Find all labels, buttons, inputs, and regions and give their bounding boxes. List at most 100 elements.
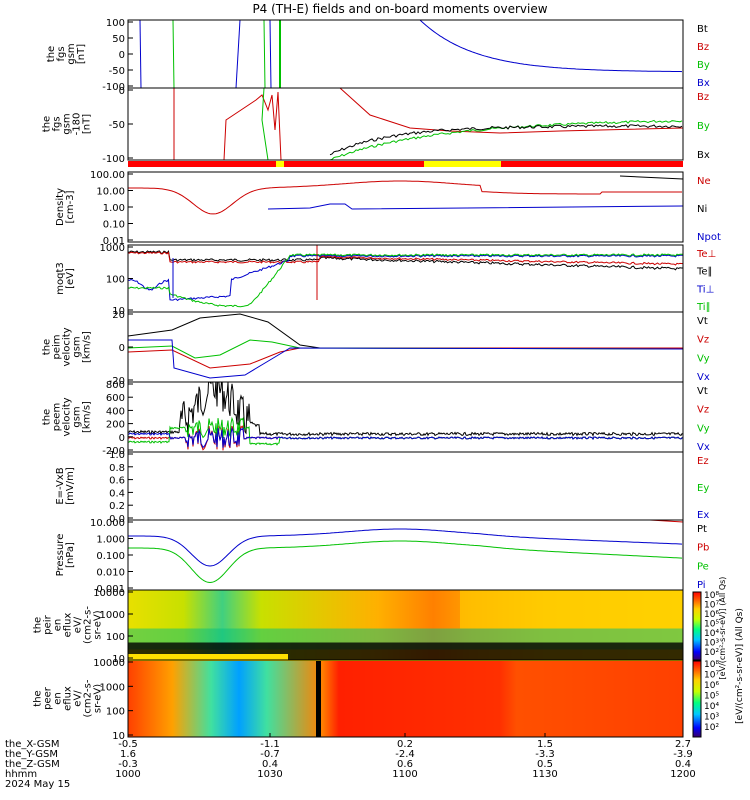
panel-temperature-ytick-label: 10 xyxy=(112,306,125,317)
panel-efield-ylabel-line: E=-VxB xyxy=(55,467,66,504)
ephem-value: 0.5 xyxy=(537,759,553,770)
panel-fgs-ylabel-line: gsm xyxy=(66,43,77,64)
panel-temperature: 1000 100 10 moqt3 [eV] Te⊥ Te∥ Ti⊥ Ti∥ xyxy=(55,243,716,317)
panel-density-ytick-label: 10.00 xyxy=(96,187,125,198)
panel-peem-vel-ytick-label: 400 xyxy=(106,406,125,417)
panel-temperature-legend-3: Ti∥ xyxy=(696,302,711,313)
tepar-trace xyxy=(128,250,683,271)
panel-efield-legend-0: Ez xyxy=(697,456,709,467)
ephem-value: -2.4 xyxy=(395,749,415,760)
panel-temperature-ylabel-line: moqt3 xyxy=(55,262,66,295)
panel-peer-spec-plotarea xyxy=(128,660,683,737)
panel-fgs-zoom-ytick-label: 0 xyxy=(119,86,125,97)
panel-density-ytick-label: 0.01 xyxy=(103,236,125,247)
ephem-value: 1100 xyxy=(392,769,417,780)
panel-peir-spec-ytick-label: 10000 xyxy=(93,588,125,599)
panel-temperature-legend-0: Te⊥ xyxy=(696,249,716,260)
colorbar-electron-tick: 10⁷ xyxy=(704,671,719,681)
panel-density-ytick-label: 100.00 xyxy=(90,170,125,181)
tipar-trace xyxy=(128,253,683,308)
ephem-value: 1000 xyxy=(115,769,140,780)
panel-fgs-legend-1: Bz xyxy=(697,42,709,53)
panel-density-ytick-label: 0.10 xyxy=(103,220,125,231)
ephem-value: -0.3 xyxy=(118,759,138,770)
ephem-value: -0.5 xyxy=(118,739,138,750)
panel-peim-vel-legend-1: Vz xyxy=(697,335,709,346)
colorbar-electron-tick: 10² xyxy=(704,723,719,733)
panel-pressure-legend-1: Pb xyxy=(697,543,709,554)
panel-efield-ytick-label: 0.4 xyxy=(109,488,125,499)
panel-peir-spec: 10000 1000 100 10 the peir en eflux eV/(cm2-s-sr… xyxy=(33,588,684,665)
colorbar-electron-tick: 10⁵ xyxy=(704,692,719,702)
panel-peir-spec-ylabel-line: eV/ xyxy=(73,616,84,633)
panel-pressure-ytick-label: 1.000 xyxy=(96,535,125,546)
panel-peem-vel-ytick-label: 800 xyxy=(106,380,125,391)
ephem-value: 1030 xyxy=(257,769,282,780)
bx-trace xyxy=(419,20,683,73)
quality-bar-yellow-2 xyxy=(424,161,501,167)
panel-efield-legend-1: Ey xyxy=(697,483,709,494)
by-spike-2 xyxy=(263,20,266,88)
panel-temperature-ytick-label: 100 xyxy=(106,275,125,286)
colorbar-label-top: [eV/(cm²-s-sr-eV)] (All Qs) xyxy=(718,577,727,680)
panel-density-ylabel-line: Density xyxy=(55,188,66,226)
panel-peer-spec-ytick-label: 10 xyxy=(112,731,125,742)
vx-trace xyxy=(128,339,683,379)
panel-efield-ytick-label: 0.6 xyxy=(109,476,125,487)
panel-temperature-plotarea xyxy=(128,245,683,308)
panel-peer-spec-ylabel-line: eflux xyxy=(63,686,74,711)
panel-fgs-ytick-label: 0 xyxy=(119,50,125,61)
panel-pressure-ytick-label: 10.000 xyxy=(90,518,125,529)
colorbar-ion-tick: 10⁷ xyxy=(704,601,719,611)
ephem-value: -1.1 xyxy=(260,739,280,750)
panel-fgs-legend-3: Bx xyxy=(697,78,710,89)
panel-pressure-plotarea xyxy=(128,520,683,584)
panel-peer-spec-ylabel-line: sr-eV) xyxy=(93,684,104,713)
panel-fgs-ylabel-line: the xyxy=(46,46,57,62)
panel-peim-vel-ylabel-line: gsm xyxy=(72,336,83,357)
colorbar-label: [eV/(cm²-s-sr-eV)] (All Qs) xyxy=(735,608,745,724)
colorbar-ion-tick: 10⁶ xyxy=(704,610,719,620)
colorbar-ion-tick: 10⁵ xyxy=(704,620,719,630)
ephem-value: -0.7 xyxy=(260,749,280,760)
panel-peim-vel: 20 0 -20 the peim velocity gsm [km/s] Vt Vz Vy Vx xyxy=(42,310,710,387)
colorbar-ion-tick: 10⁸ xyxy=(704,591,719,601)
electron-spec-gap xyxy=(316,660,321,737)
ephem-value: 0.4 xyxy=(675,759,691,770)
panel-fgs-zoom-legend-2: Bx xyxy=(697,150,710,161)
colorbar-ion-tick: 10² xyxy=(704,648,719,658)
panel-peim-vel-legend-0: Vt xyxy=(697,316,708,327)
ion-spec-topbar xyxy=(128,654,288,660)
panel-peer-spec-ylabel-line: eV/ xyxy=(73,690,84,707)
ephem-value: -3.3 xyxy=(535,749,555,760)
panel-temperature-ytick-label: 1000 xyxy=(100,243,125,254)
vy-trace xyxy=(128,339,683,359)
panel-peir-spec-ytick-label: 100 xyxy=(106,632,125,643)
panel-peir-spec-plotarea xyxy=(128,590,683,660)
panel-pressure-ytick-label: 0.100 xyxy=(96,551,125,562)
panel-temperature-legend-1: Te∥ xyxy=(696,267,713,278)
panel-peir-spec-ylabel-line: sr-eV) xyxy=(93,610,104,639)
npot-trace xyxy=(267,203,683,210)
colorbar-electron-tick: 10³ xyxy=(704,713,719,723)
by-spike xyxy=(172,20,175,88)
panel-peim-vel-legend-3: Vx xyxy=(697,372,710,383)
panel-density-legend-2: Npot xyxy=(697,232,721,243)
panel-peir-spec-ylabel-line: eflux xyxy=(63,613,74,638)
panel-fgs-zoom-ylabel-line: the xyxy=(42,116,53,132)
panel-peem-vel-frame xyxy=(127,381,684,453)
panel-fgs: 100 50 0 -50 -100 the fgs gsm [nT] Bt Bz By Bx xyxy=(46,18,710,93)
panel-peer-spec-ylabel-line: peer xyxy=(43,686,54,710)
panel-peer-spec-ytick-label: 100 xyxy=(106,707,125,718)
vt-trace xyxy=(128,382,683,437)
ni-trace xyxy=(619,175,683,180)
panel-fgs-ylabel-line: fgs xyxy=(56,46,67,61)
panel-peim-vel-ylabel-line: [km/s] xyxy=(82,331,93,363)
panel-fgs-zoom-ytick-label: -50 xyxy=(109,120,125,131)
panel-peir-spec-ylabel-line: the xyxy=(33,617,44,633)
panel-fgs-legend-0: Bt xyxy=(697,24,708,35)
panel-efield-ytick-label: 1.0 xyxy=(109,450,125,461)
vy-trace xyxy=(128,416,683,446)
colorbar-electron-tick: 10⁸ xyxy=(704,660,719,670)
